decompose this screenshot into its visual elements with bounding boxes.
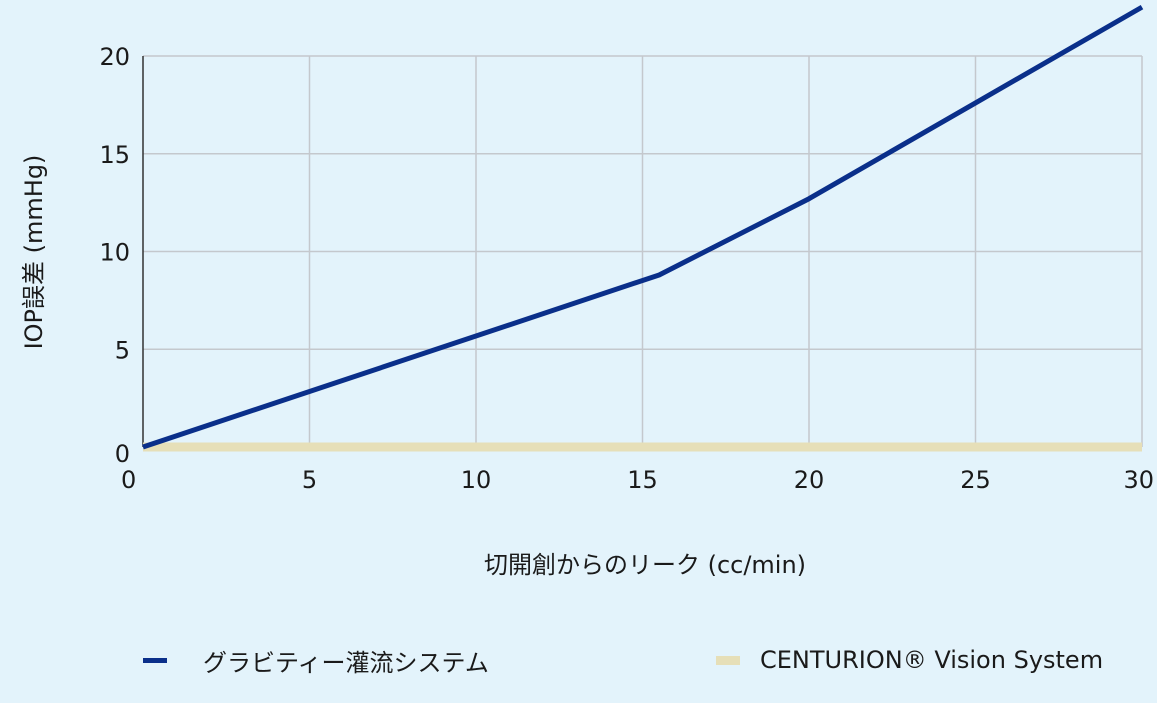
legend-label-gravity: グラビティー灌流システム (203, 648, 489, 677)
series-lines (142, 4, 1144, 452)
x-axis-title: 切開創からのリーク (cc/min) (484, 551, 806, 579)
y-tick-label-15: 15 (99, 141, 130, 169)
y-tick-label-20: 20 (99, 43, 130, 71)
legend-label-centurion: CENTURION® Vision System (760, 646, 1104, 674)
series-line-0 (142, 4, 1144, 450)
legend-swatch-gravity (143, 657, 167, 663)
x-tick-label-10: 10 (461, 466, 492, 494)
x-tick-label-25: 25 (960, 466, 991, 494)
y-tick-label-5: 5 (115, 336, 130, 364)
x-tick-label-15: 15 (627, 466, 658, 494)
x-tick-label-5: 5 (302, 466, 317, 494)
x-tick-label-30: 30 (1123, 466, 1154, 494)
grid-lines (143, 55, 1143, 447)
y-axis-title: IOP誤差 (mmHg) (20, 155, 48, 350)
tick-labels: 0 5 10 15 20 25 30 0 5 10 15 20 (99, 43, 1154, 494)
legend-swatch-centurion (716, 655, 740, 665)
y-tick-label-10: 10 (99, 239, 130, 267)
y-tick-label-0: 0 (115, 440, 130, 468)
legend-item-gravity: グラビティー灌流システム (143, 640, 489, 680)
x-tick-label-0: 0 (121, 466, 136, 494)
legend-item-centurion: CENTURION® Vision System (716, 640, 1103, 680)
x-tick-label-20: 20 (794, 466, 825, 494)
